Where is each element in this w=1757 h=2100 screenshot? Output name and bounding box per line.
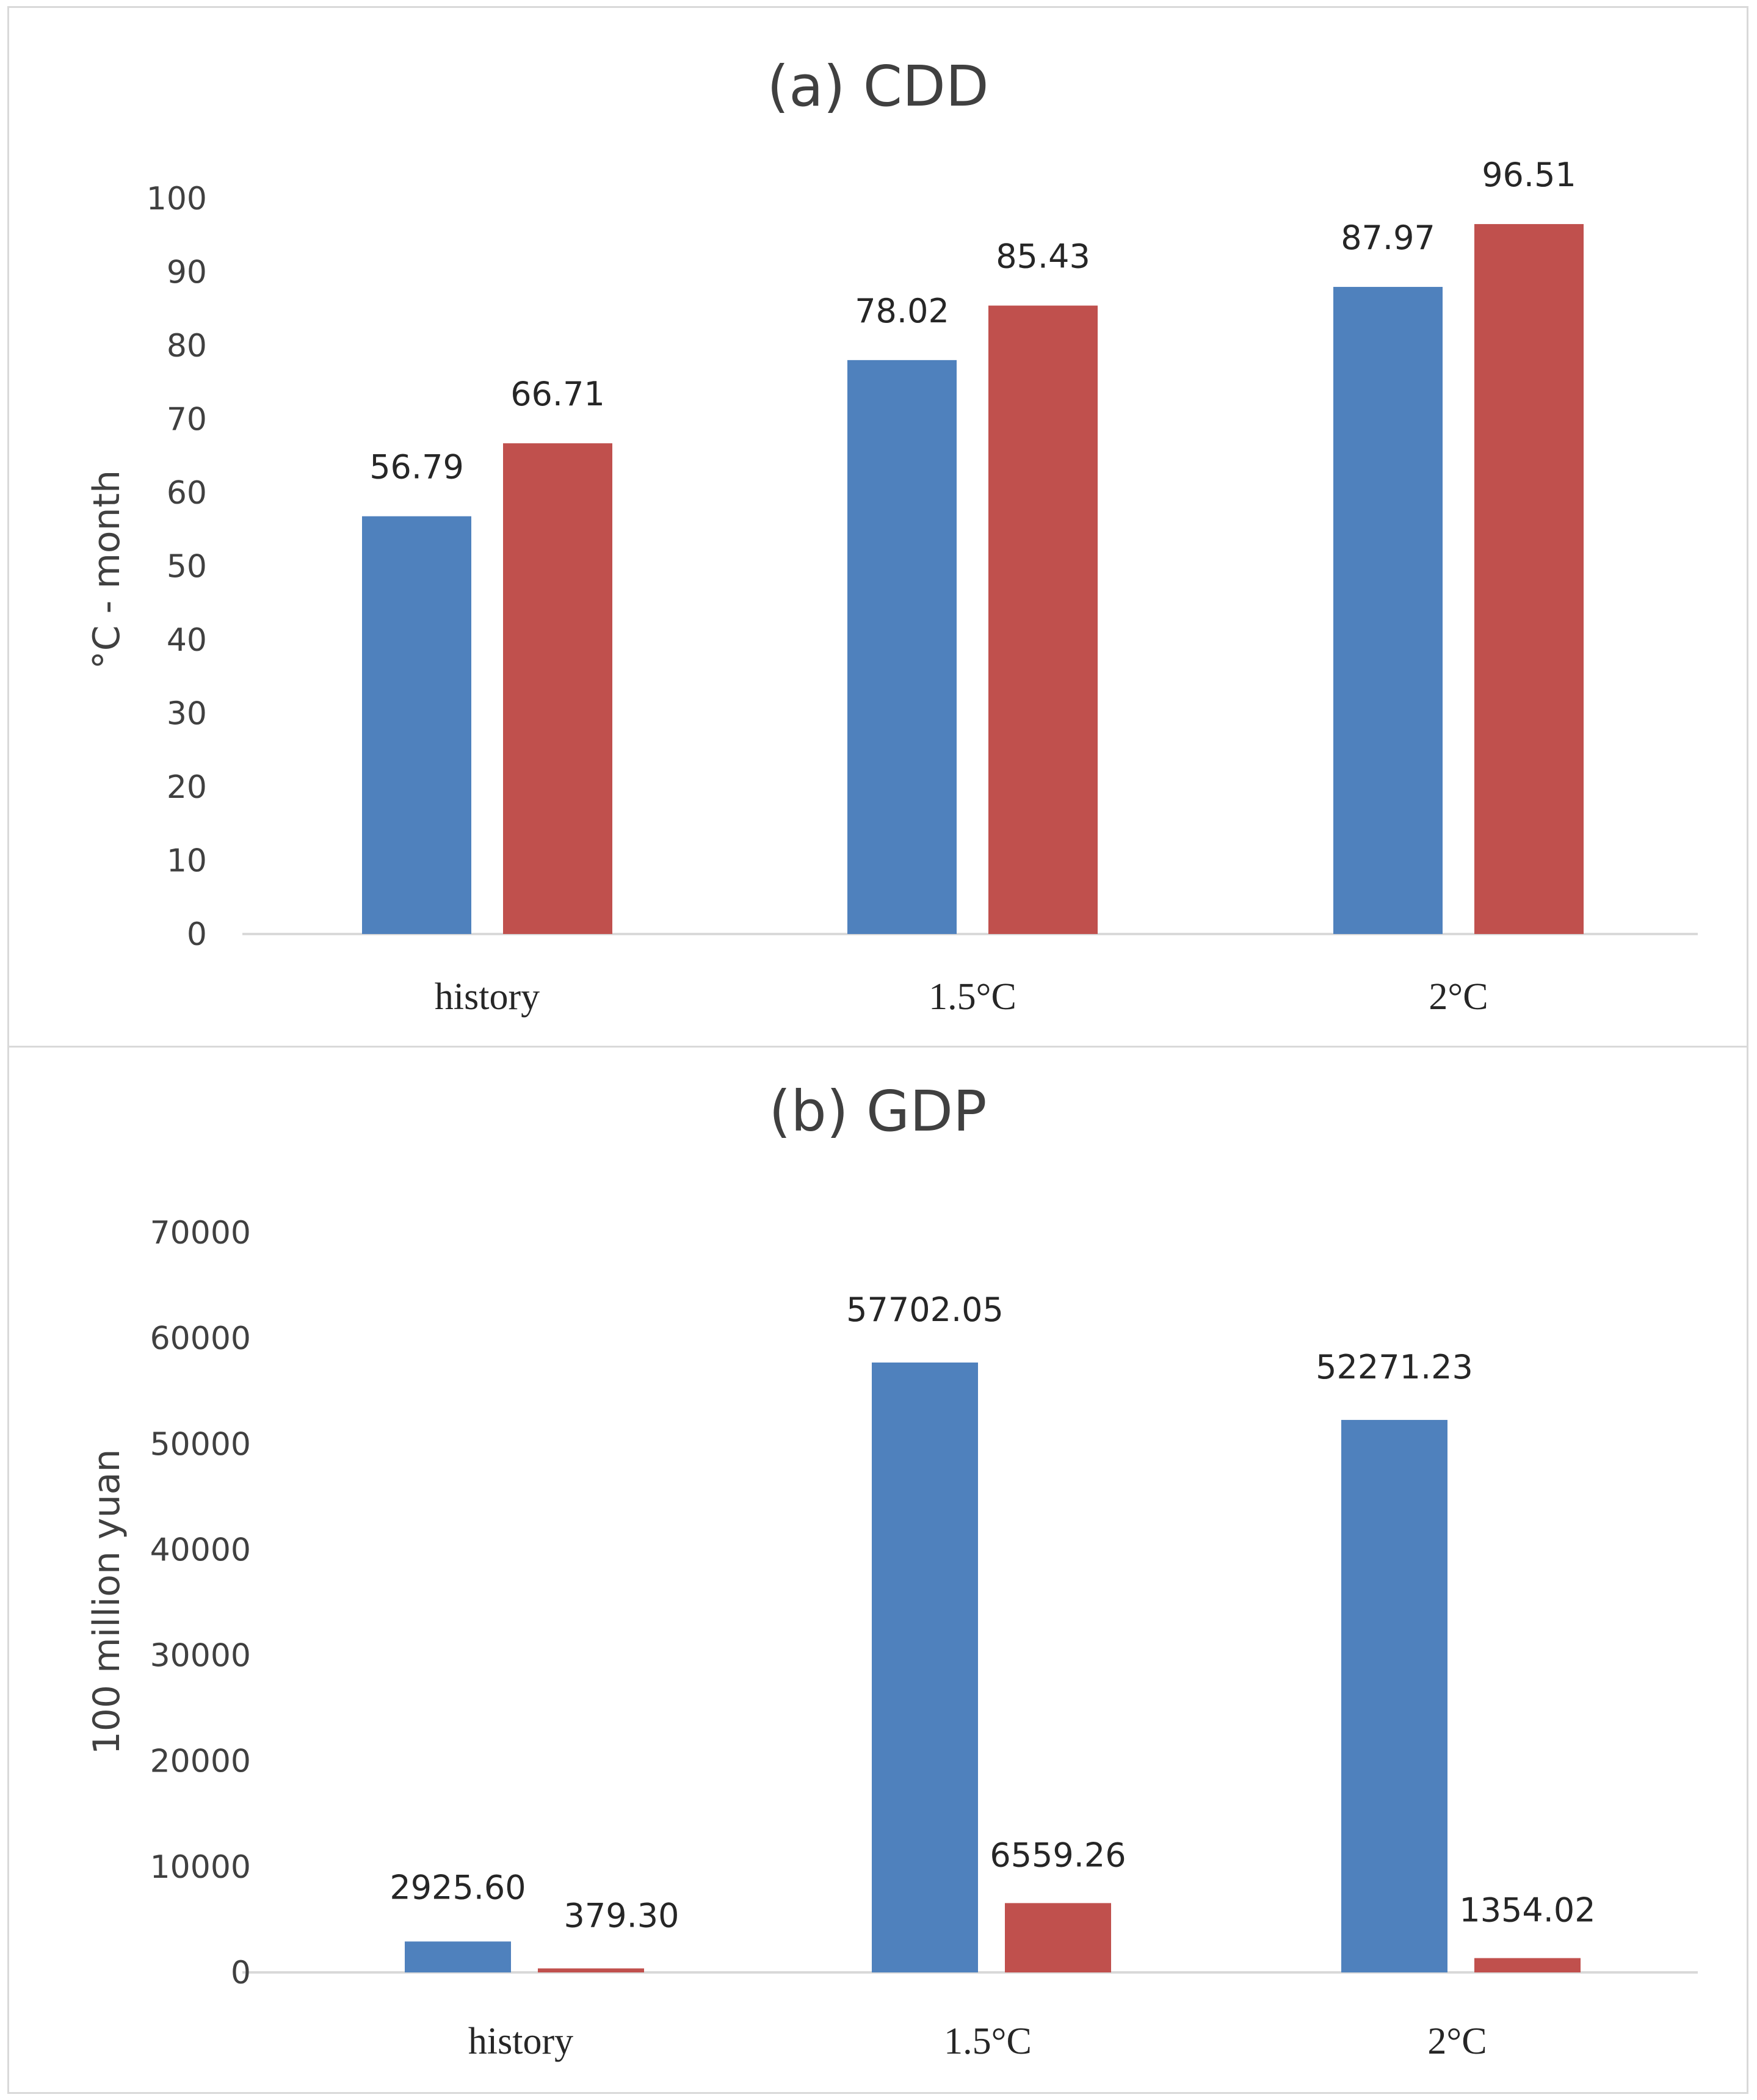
chart-title: (b) GDP bbox=[769, 1079, 987, 1144]
data-label: 1354.02 bbox=[1459, 1891, 1595, 1930]
axes: 0 10 20 30 40 50 60 70 80 90 100 bbox=[147, 181, 1698, 953]
bar-series-2 bbox=[503, 443, 612, 934]
y-tick-label: 20000 bbox=[150, 1743, 251, 1780]
data-label: 56.79 bbox=[369, 448, 464, 487]
bar-series-1 bbox=[1333, 286, 1443, 935]
x-tick-label: history bbox=[468, 2021, 573, 2062]
bar-series-2 bbox=[1005, 1903, 1111, 1972]
chart-title: (a) CDD bbox=[767, 54, 988, 119]
data-label: 87.97 bbox=[1341, 219, 1435, 257]
chart-gdp: (b) GDP 100 million yuan 0 10000 20000 3000… bbox=[85, 1079, 1698, 2062]
bar-group: 87.97 96.51 2°C bbox=[1333, 156, 1584, 1018]
y-tick-label: 0 bbox=[187, 916, 207, 953]
y-tick-label: 40 bbox=[167, 622, 207, 659]
data-label: 2925.60 bbox=[389, 1868, 526, 1906]
y-tick-label: 100 bbox=[147, 181, 207, 217]
data-label: 78.02 bbox=[855, 292, 949, 330]
y-tick-label: 90 bbox=[167, 255, 207, 291]
y-tick-label: 50000 bbox=[150, 1426, 251, 1463]
data-label: 85.43 bbox=[996, 237, 1090, 276]
y-tick-label: 0 bbox=[231, 1955, 251, 1991]
y-tick-label: 50 bbox=[167, 549, 207, 585]
x-tick-label: 2°C bbox=[1427, 2021, 1487, 2062]
data-label: 52271.23 bbox=[1316, 1348, 1473, 1386]
y-tick-label: 30000 bbox=[150, 1638, 251, 1675]
bar-series-1 bbox=[362, 516, 471, 934]
y-tick-label: 40000 bbox=[150, 1532, 251, 1568]
y-tick-label: 30 bbox=[167, 696, 207, 733]
y-tick-label: 70 bbox=[167, 402, 207, 438]
bar-series-2 bbox=[538, 1968, 644, 1972]
y-axis-label: °C - month bbox=[85, 470, 128, 669]
y-tick-label: 60000 bbox=[150, 1320, 251, 1357]
bar-group: 52271.23 1354.02 2°C bbox=[1316, 1348, 1595, 2062]
bar-group: 2925.60 379.30 history bbox=[389, 1868, 679, 2062]
bar-group: 78.02 85.43 1.5°C bbox=[847, 237, 1098, 1018]
x-tick-label: 1.5°C bbox=[944, 2021, 1032, 2062]
y-tick-label: 70000 bbox=[150, 1215, 251, 1251]
data-label: 96.51 bbox=[1482, 156, 1576, 194]
y-tick-label: 80 bbox=[167, 328, 207, 364]
y-axis-label: 100 million yuan bbox=[85, 1449, 128, 1755]
bar-series-2 bbox=[1474, 224, 1584, 935]
bar-group: 56.79 66.71 history bbox=[362, 375, 612, 1018]
x-tick-label: 1.5°C bbox=[929, 976, 1016, 1018]
bar-series-2 bbox=[988, 305, 1098, 935]
x-tick-label: history bbox=[435, 976, 540, 1018]
bar-series-1 bbox=[1341, 1419, 1447, 1972]
y-tick-label: 60 bbox=[167, 475, 207, 512]
chart-panel-gdp: (b) GDP 100 million yuan 0 10000 20000 3000… bbox=[7, 1048, 1748, 2094]
y-tick-label: 10 bbox=[167, 843, 207, 880]
bar-series-1 bbox=[847, 360, 957, 934]
bar-series-1 bbox=[872, 1362, 978, 1972]
data-label: 379.30 bbox=[564, 1896, 679, 1935]
data-label: 57702.05 bbox=[846, 1291, 1004, 1329]
y-tick-label: 20 bbox=[167, 769, 207, 806]
chart-panel-cdd: (a) CDD °C - month 0 10 20 30 40 50 60 70 80 90 10… bbox=[7, 6, 1748, 1048]
x-tick-label: 2°C bbox=[1429, 976, 1488, 1018]
axes: 0 10000 20000 30000 40000 50000 60000 70000 bbox=[150, 1215, 1698, 1991]
y-tick-label: 10000 bbox=[150, 1849, 251, 1886]
bar-series-1 bbox=[405, 1941, 511, 1972]
data-label: 66.71 bbox=[510, 375, 605, 413]
bar-series-2 bbox=[1474, 1958, 1581, 1972]
chart-cdd: (a) CDD °C - month 0 10 20 30 40 50 60 70 80 90 10… bbox=[85, 54, 1698, 1018]
bar-group: 57702.05 6559.26 1.5°C bbox=[846, 1291, 1126, 2062]
data-label: 6559.26 bbox=[990, 1836, 1126, 1874]
